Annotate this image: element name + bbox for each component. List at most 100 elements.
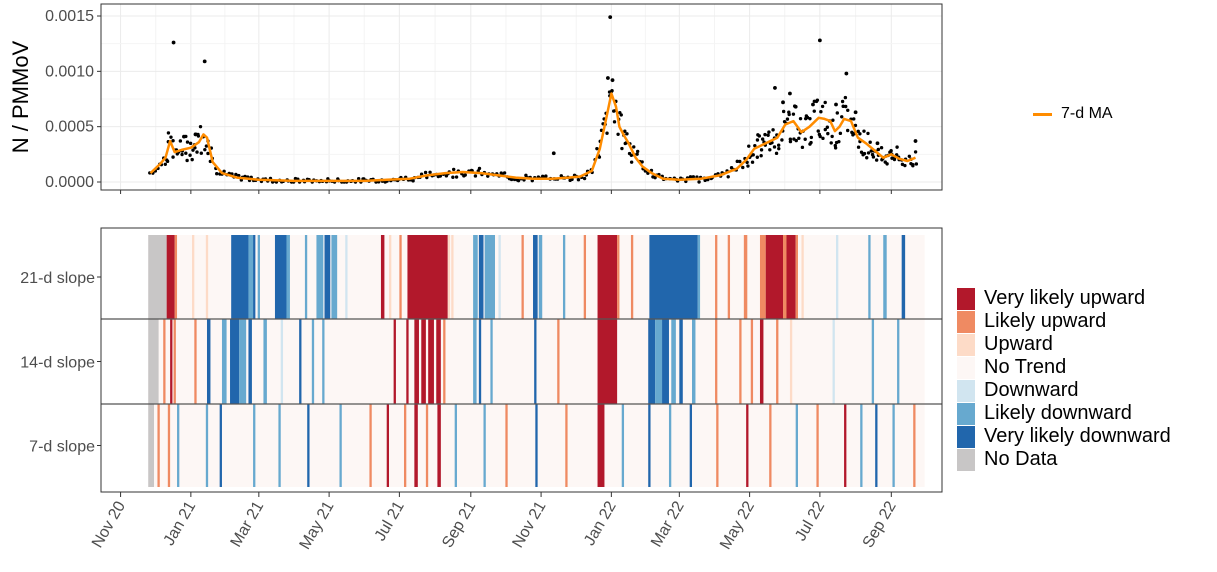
observation-point (616, 132, 620, 136)
observation-point (438, 174, 443, 178)
observation-point (819, 110, 823, 114)
x-tick-label: May 21 (297, 498, 338, 552)
observation-point (914, 162, 919, 166)
heatmap-cell (715, 235, 718, 319)
observation-point (620, 146, 624, 151)
observation-point (911, 164, 915, 168)
observation-point (755, 155, 760, 159)
heatmap-cell (311, 319, 315, 404)
observation-point (618, 110, 622, 115)
heatmap-cell (816, 404, 819, 487)
heatmap-cell (163, 319, 166, 404)
ma-panel: 0.0000 0.0005 0.0010 0.0015 N / PMMoV (8, 3, 943, 191)
row-label: 7-d slope (29, 439, 95, 456)
heatmap-cell (565, 404, 568, 487)
heatmap-cell (304, 235, 308, 319)
observation-point (818, 134, 822, 139)
y-tick-label: 0.0015 (45, 8, 94, 25)
heatmap-cell (221, 319, 227, 404)
observation-point (907, 154, 912, 158)
legend-label: Upward (984, 333, 1053, 355)
heatmap-cell (836, 235, 839, 319)
heatmap-cell (447, 235, 451, 319)
legend-item: Very likely downward (957, 425, 1171, 448)
observation-point (166, 131, 171, 135)
x-tick-label: May 22 (717, 498, 758, 552)
x-tick-label: Mar 21 (228, 498, 268, 550)
heatmap-cell (597, 404, 605, 487)
observation-point (755, 138, 760, 142)
observation-point (845, 128, 850, 133)
observation-point (856, 145, 861, 149)
observation-point (788, 91, 792, 96)
observation-point (502, 171, 507, 175)
heatmap-cell (278, 404, 281, 487)
heatmap-cell (407, 235, 448, 319)
observation-point (234, 172, 238, 177)
heatmap-cell (166, 235, 175, 319)
observation-point (169, 135, 173, 139)
heatmap-cell (148, 404, 154, 487)
heatmap-cell (913, 404, 916, 487)
heatmap-cell (727, 235, 731, 319)
heatmap-cell (307, 404, 310, 487)
observation-point (204, 144, 209, 148)
heatmap-cell (535, 404, 538, 487)
legend-label: Likely downward (984, 402, 1132, 424)
observation-point (451, 167, 456, 172)
observation-point (746, 164, 750, 168)
observation-point (163, 162, 168, 166)
observation-point (787, 110, 791, 114)
observation-point (738, 159, 742, 164)
observation-point (516, 178, 521, 183)
heatmap-cell (868, 235, 871, 319)
observation-point (777, 146, 781, 151)
observation-point (768, 148, 772, 152)
observation-point (809, 135, 814, 140)
heatmap-cell (167, 404, 171, 487)
heatmap-cell (597, 235, 618, 319)
heatmap-cell (389, 235, 392, 319)
heatmap-cell (490, 319, 493, 404)
observation-point (185, 158, 189, 163)
heatmap-cell (534, 319, 537, 404)
observation-point (844, 71, 849, 76)
observation-point (788, 139, 793, 144)
observation-point (835, 111, 840, 115)
observation-point (817, 38, 822, 43)
heatmap-cell (393, 319, 396, 404)
ma-legend-label: 7-d MA (1061, 105, 1113, 122)
row-label: 14-d slope (20, 355, 95, 372)
heatmap-cell (478, 319, 482, 404)
heatmap-cell (399, 235, 402, 319)
legend-item: Upward (957, 333, 1053, 356)
heatmap-cell (671, 319, 676, 404)
observation-point (703, 178, 707, 183)
heatmap-cell (286, 235, 290, 319)
observation-point (606, 76, 610, 80)
legend-swatch (957, 287, 975, 310)
observation-point (356, 177, 361, 181)
observation-point (759, 148, 764, 152)
observation-point (856, 129, 860, 134)
observation-point (180, 152, 184, 157)
heatmap-cell (443, 319, 446, 404)
observation-point (751, 153, 755, 157)
heatmap-cell (206, 319, 211, 404)
observation-point (831, 118, 835, 122)
heatmap-cell (795, 235, 798, 319)
heatmap-cell (369, 404, 372, 487)
heatmap-cell (521, 235, 524, 319)
observation-point (840, 99, 845, 104)
observation-point (844, 104, 848, 109)
heatmap-cell (380, 235, 385, 319)
heatmap-cell (897, 319, 900, 404)
observation-point (774, 151, 779, 156)
observation-point (815, 98, 820, 102)
observation-point (697, 180, 701, 184)
heatmap-cell (239, 319, 247, 404)
legend-swatch (957, 310, 975, 333)
legend-swatch (957, 333, 975, 356)
observation-point (788, 137, 793, 141)
heatmap-cell (769, 404, 772, 487)
